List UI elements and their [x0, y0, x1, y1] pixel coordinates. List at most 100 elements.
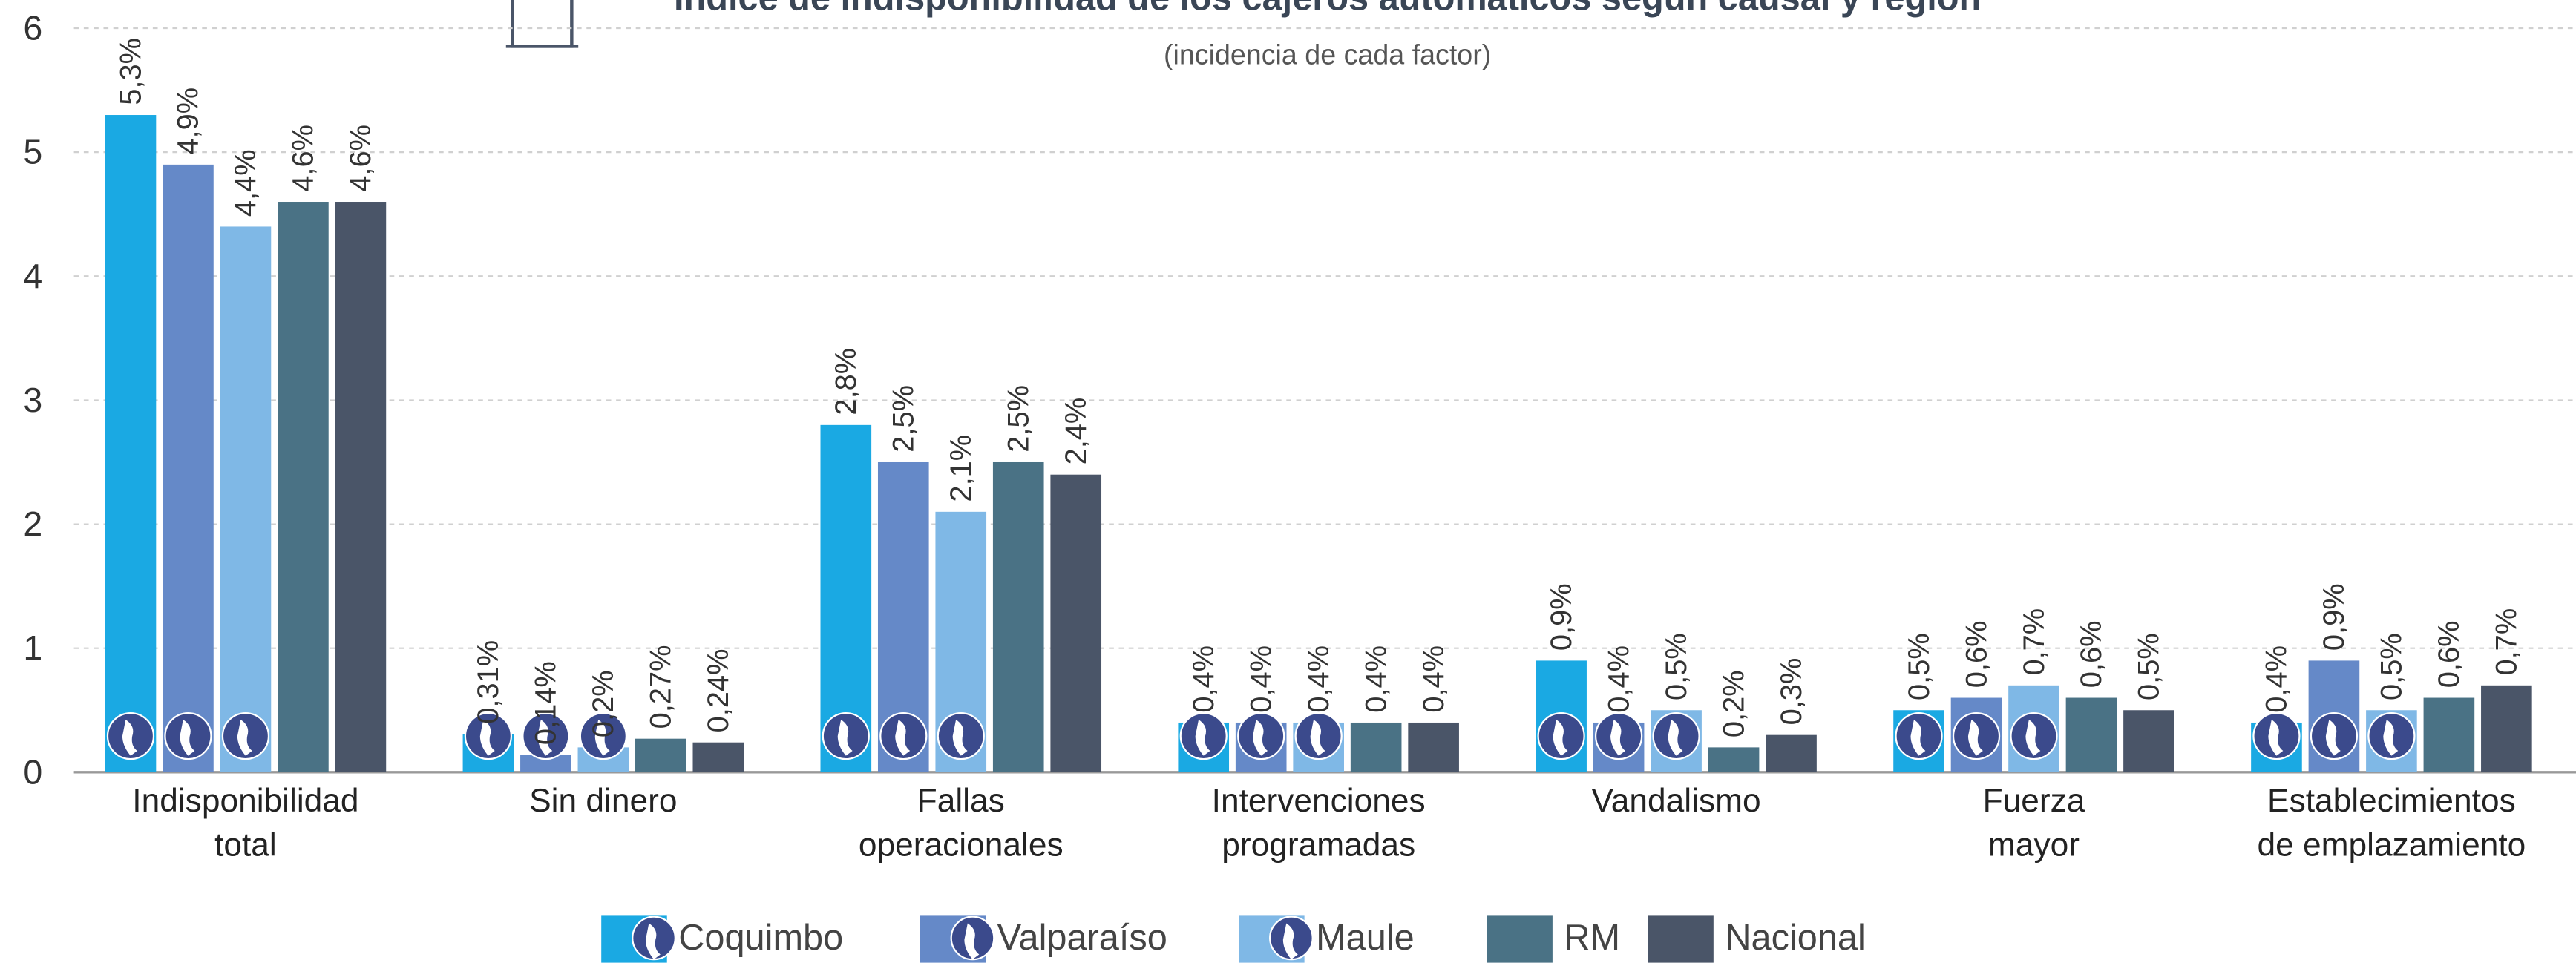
legend-label: RM [1564, 918, 1620, 958]
x-tick-label: Indisponibilidad total [132, 783, 359, 864]
x-tick-label-box: Fallas operacionales [858, 783, 1063, 864]
x-tick-label-box: Fuerza mayor [1982, 783, 2085, 864]
y-tick-label: 5 [23, 133, 42, 171]
y-tick-label: 6 [23, 9, 42, 47]
value-label: 5,3% [114, 38, 147, 105]
region-icon-shape [180, 719, 195, 756]
value-label: 0,9% [2318, 583, 2350, 651]
region-icon-shape [1668, 719, 1683, 756]
value-label: 0,3% [1775, 658, 1808, 726]
value-label: 0,6% [1960, 620, 1993, 688]
value-label: 4,9% [172, 88, 205, 155]
legend-swatch [1487, 915, 1553, 963]
x-tick-label: Intervenciones programadas [1211, 783, 1426, 864]
value-label: 2,5% [1003, 385, 1035, 453]
value-label: 0,4% [1418, 645, 1450, 713]
title-icon [505, 0, 579, 48]
value-label: 0,4% [1360, 645, 1392, 713]
chart-subtitle: (incidencia de cada factor) [1164, 39, 1491, 70]
bar [1350, 722, 1402, 772]
bar [2065, 697, 2117, 772]
x-tick-label-box: Sin dinero [529, 783, 678, 821]
value-label: 0,14% [530, 661, 563, 745]
legend-label: Valparaíso [997, 918, 1167, 958]
bar [220, 226, 272, 772]
x-tick-label: Fallas operacionales [858, 783, 1063, 864]
x-tick-label: Sin dinero [529, 783, 678, 821]
bar [163, 164, 214, 772]
value-label: 2,4% [1060, 398, 1092, 465]
value-label: 0,4% [1245, 645, 1277, 713]
bar [2481, 685, 2532, 772]
value-label: 4,4% [229, 149, 262, 217]
value-label: 4,6% [344, 125, 377, 192]
value-label: 0,7% [2018, 608, 2051, 676]
region-icon-shape [594, 719, 610, 756]
region-icon-shape [2325, 719, 2341, 756]
bar [2123, 710, 2174, 772]
bar [1708, 747, 1760, 772]
value-label: 2,1% [945, 435, 977, 502]
value-label: 0,9% [1545, 583, 1578, 651]
region-icon-shape [964, 923, 980, 960]
region-icon-shape [2268, 719, 2284, 756]
bar [1408, 722, 1459, 772]
x-tick-label: Establecimientos de emplazamiento [2257, 783, 2526, 864]
value-label: 0,4% [1602, 645, 1635, 713]
region-icon-shape [645, 923, 661, 960]
value-label: 0,5% [1660, 633, 1693, 700]
value-label: 0,2% [1717, 670, 1750, 737]
bar [635, 738, 686, 772]
region-icon-shape [479, 719, 495, 756]
value-label: 0,5% [2376, 633, 2408, 700]
value-label: 2,8% [830, 348, 862, 415]
region-icon-shape [1253, 719, 1268, 756]
bar [692, 742, 744, 772]
bar [2423, 697, 2475, 772]
x-tick-label-box: Indisponibilidad total [132, 783, 359, 864]
value-label: 0,7% [2491, 608, 2523, 676]
value-label: 0,5% [1903, 633, 1936, 700]
value-label: 0,31% [472, 640, 505, 724]
value-label: 0,6% [2433, 620, 2465, 688]
bar [105, 115, 157, 772]
bar [1050, 474, 1102, 772]
y-tick-label: 4 [23, 257, 42, 295]
region-icon-shape [122, 719, 137, 756]
region-icon-shape [952, 719, 968, 756]
value-label: 0,4% [1187, 645, 1220, 713]
y-tick-label: 3 [23, 381, 42, 419]
legend-label: Coquimbo [678, 918, 843, 958]
y-tick-label: 2 [23, 504, 42, 543]
legend-label: Maule [1316, 918, 1415, 958]
value-label: 0,24% [702, 648, 735, 732]
region-icon-shape [537, 719, 553, 756]
region-icon-shape [2383, 719, 2399, 756]
region-icon-shape [837, 719, 853, 756]
region-icon-shape [1553, 719, 1568, 756]
value-label: 0,4% [1302, 645, 1335, 713]
region-icon-shape [1910, 719, 1926, 756]
x-tick-label: Fuerza mayor [1982, 783, 2085, 864]
bar [520, 755, 571, 772]
value-label: 0,2% [587, 670, 620, 737]
bar [335, 202, 387, 772]
value-label: 0,6% [2075, 620, 2108, 688]
x-tick-label: Vandalismo [1591, 783, 1761, 821]
value-label: 4,6% [287, 125, 320, 192]
region-icon-shape [2025, 719, 2041, 756]
region-icon-shape [1967, 719, 1983, 756]
bar [1766, 734, 1817, 772]
x-tick-label-box: Intervenciones programadas [1211, 783, 1426, 864]
value-label: 2,5% [888, 385, 920, 453]
value-label: 0,27% [645, 645, 678, 729]
region-icon-shape [1195, 719, 1210, 756]
y-tick-label: 1 [23, 628, 42, 667]
bar [992, 461, 1044, 772]
value-label: 0,4% [2261, 645, 2293, 713]
region-icon-shape [895, 719, 911, 756]
bar [278, 202, 329, 772]
region-icon-shape [1610, 719, 1625, 756]
legend-label: Nacional [1725, 918, 1865, 958]
